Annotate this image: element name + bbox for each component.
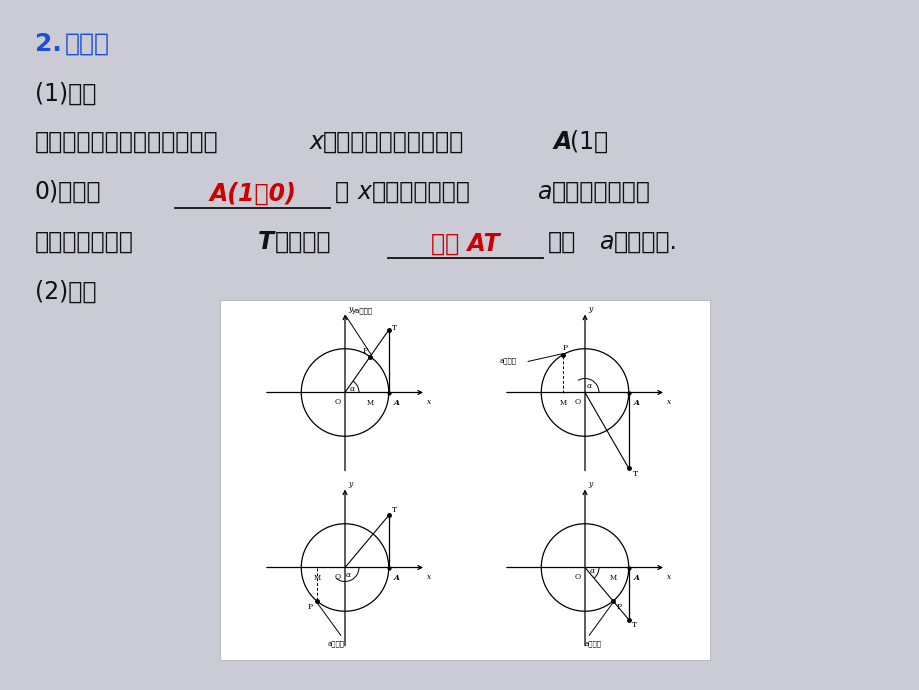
Text: (1)定义: (1)定义 — [35, 82, 96, 106]
Text: A(1，0): A(1，0) — [209, 182, 296, 206]
Text: T: T — [257, 230, 274, 254]
Text: 2.: 2. — [35, 32, 62, 56]
Text: M: M — [559, 399, 566, 407]
Text: T: T — [391, 506, 397, 514]
Text: M: M — [608, 574, 616, 582]
Text: y: y — [347, 480, 352, 489]
Text: y: y — [347, 306, 352, 313]
Text: 为角: 为角 — [548, 230, 575, 254]
Text: A: A — [633, 399, 639, 407]
Text: 点，则称: 点，则称 — [275, 230, 331, 254]
Text: α: α — [346, 571, 350, 579]
Text: y: y — [587, 306, 592, 313]
Text: a: a — [598, 230, 613, 254]
Text: 线段 AT: 线段 AT — [431, 232, 499, 256]
Text: x: x — [426, 573, 431, 581]
Text: M: M — [313, 574, 320, 582]
Text: α: α — [589, 566, 594, 575]
Text: α: α — [585, 382, 591, 390]
Text: A: A — [553, 130, 572, 154]
Text: O: O — [573, 573, 580, 581]
Text: 的正切线.: 的正切线. — [613, 230, 677, 254]
Text: a的终边: a的终边 — [584, 641, 601, 647]
Text: 0)，过点: 0)，过点 — [35, 180, 101, 204]
Text: 的延长线相交于: 的延长线相交于 — [35, 230, 134, 254]
Text: T: T — [631, 621, 637, 629]
Text: x: x — [357, 180, 371, 204]
Text: x: x — [666, 398, 670, 406]
Text: 的终边或其终边: 的终边或其终边 — [551, 180, 650, 204]
Text: (2)画法: (2)画法 — [35, 280, 96, 304]
Text: ya的终边: ya的终边 — [351, 307, 372, 313]
Text: a: a — [537, 180, 550, 204]
Text: a的终边: a的终边 — [499, 357, 516, 364]
Text: 在直角坐标系中，设单位圆与: 在直角坐标系中，设单位圆与 — [35, 130, 219, 154]
Text: x: x — [310, 130, 323, 154]
Text: P: P — [362, 346, 367, 355]
Text: T: T — [391, 324, 397, 332]
Text: P: P — [308, 602, 312, 611]
Text: 正切线: 正切线 — [65, 32, 110, 56]
Bar — [220, 300, 709, 660]
Text: P: P — [616, 602, 621, 611]
Text: x: x — [666, 573, 670, 581]
Text: (1，: (1， — [570, 130, 607, 154]
Text: 作: 作 — [335, 180, 348, 204]
Text: A: A — [393, 574, 399, 582]
Text: α: α — [349, 385, 354, 393]
Text: y: y — [587, 480, 592, 489]
Text: 轴的非负半轴的交点为: 轴的非负半轴的交点为 — [323, 130, 464, 154]
Text: M: M — [366, 399, 373, 407]
Text: O: O — [335, 398, 340, 406]
Text: T: T — [632, 469, 637, 477]
Text: O: O — [335, 573, 340, 581]
Text: 轴的垂线，与角: 轴的垂线，与角 — [371, 180, 471, 204]
Text: A: A — [633, 574, 639, 582]
Text: O: O — [573, 398, 580, 406]
Text: x: x — [426, 398, 431, 406]
Text: P: P — [562, 344, 567, 352]
Text: A: A — [393, 399, 399, 407]
Text: a的终边: a的终边 — [328, 641, 345, 647]
